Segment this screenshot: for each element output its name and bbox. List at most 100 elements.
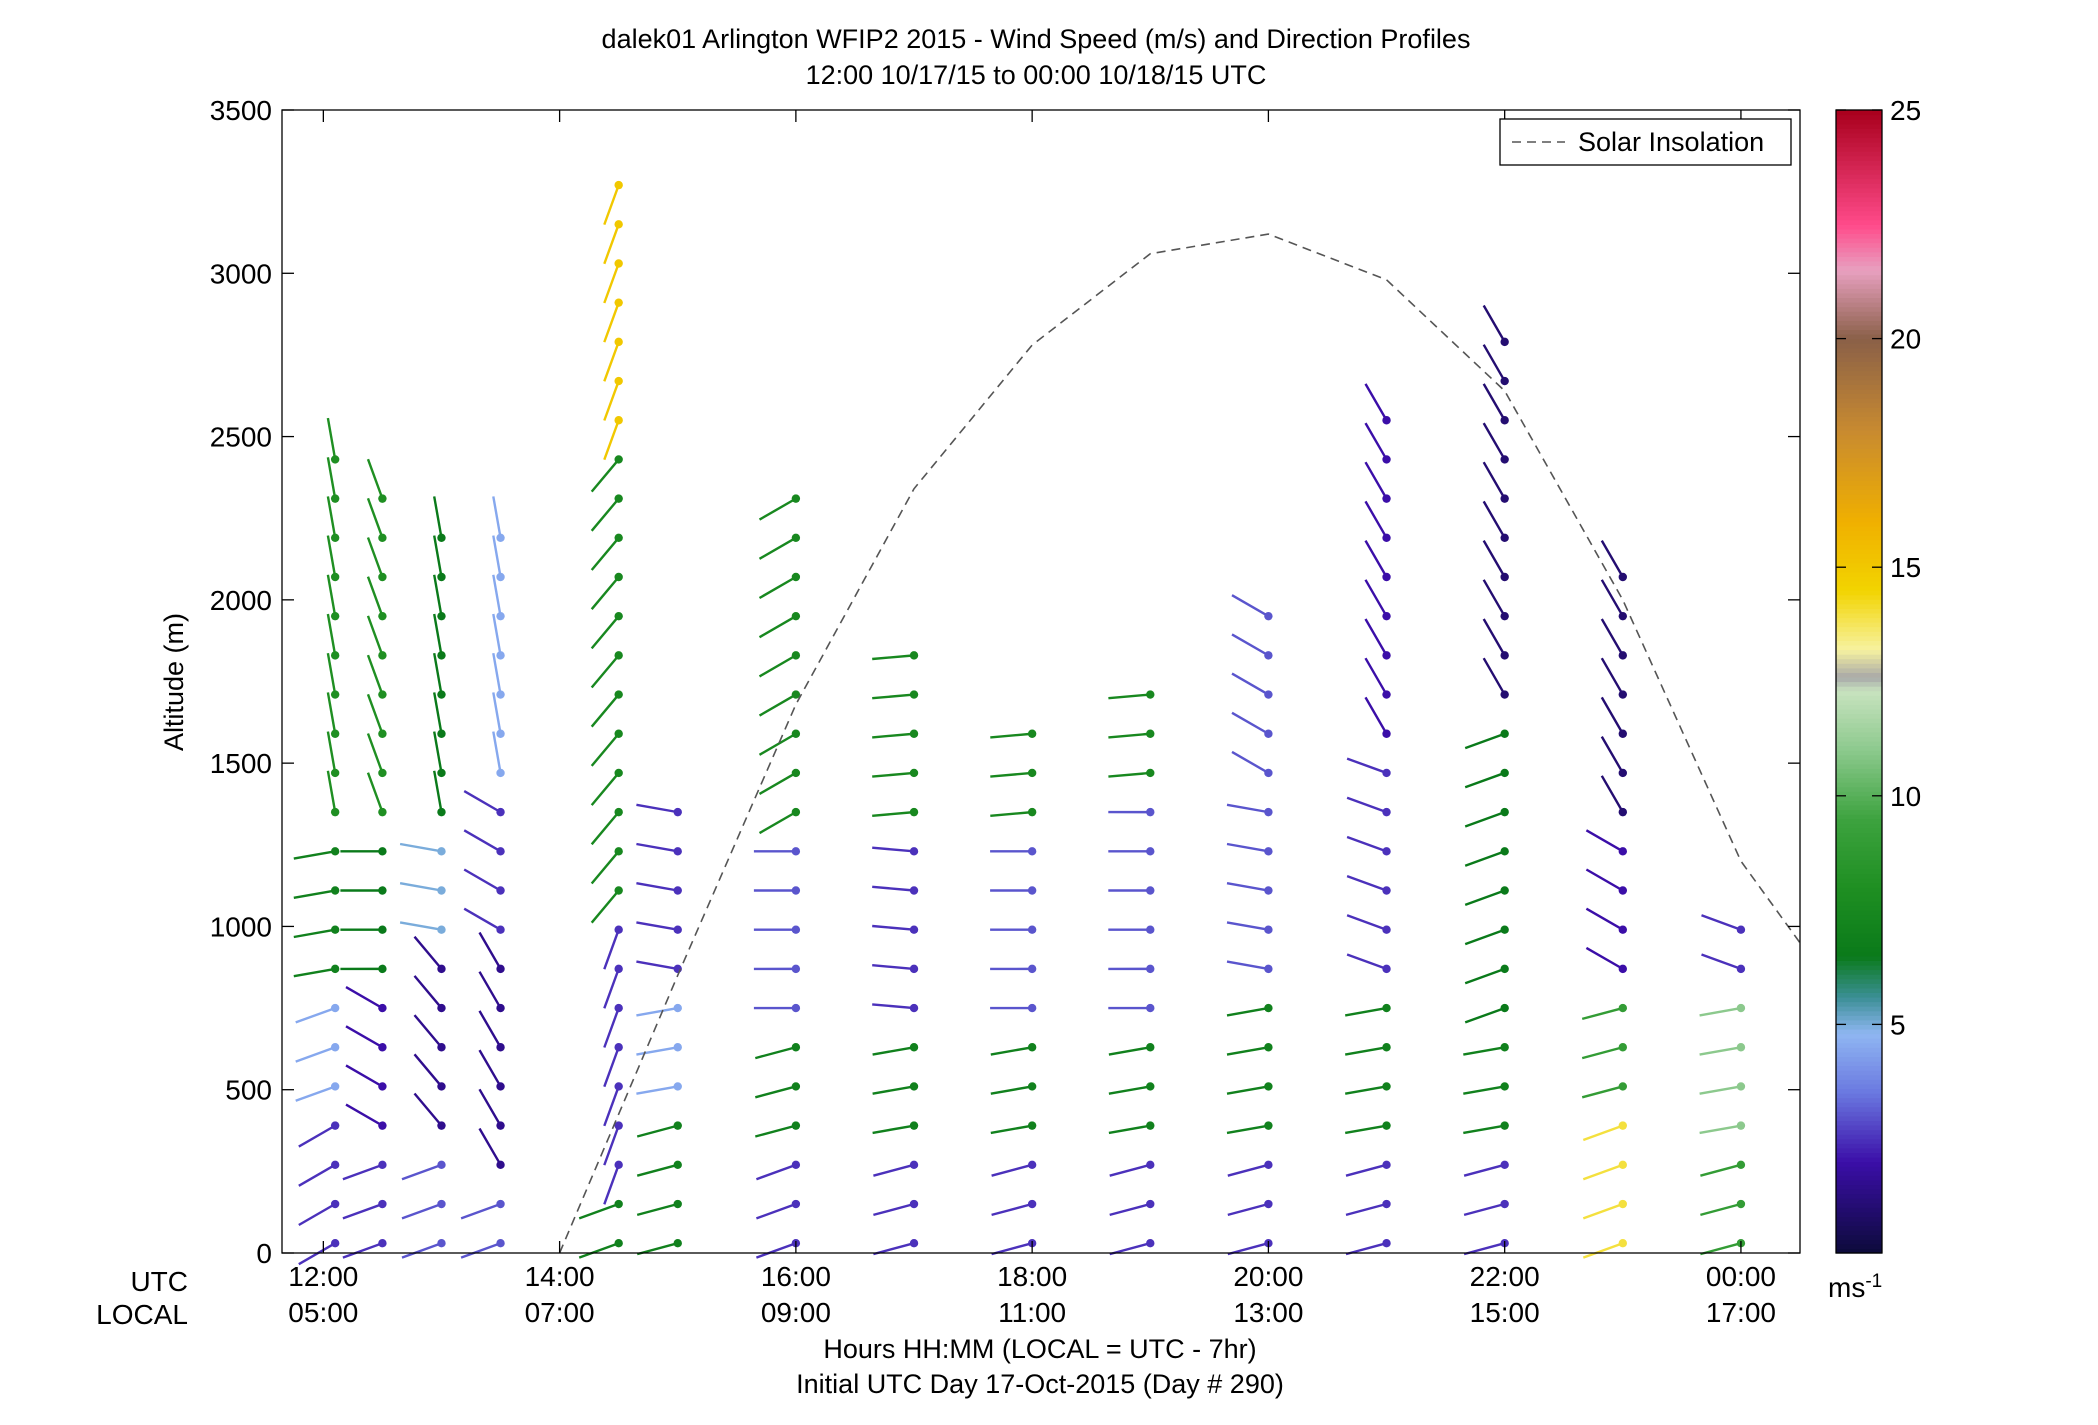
wind-barb-staff [590,693,620,728]
colorbar-band [1836,1010,1882,1016]
colorbar-band [1836,178,1882,184]
wind-barb-dot [614,259,623,268]
wind-barb-staff [1464,889,1506,907]
wind-barb-staff [873,1242,915,1256]
colorbar-band [1836,1230,1882,1236]
wind-barb-dot [1382,1003,1391,1013]
colorbar-band [1836,823,1882,829]
wind-barb-staff [636,960,678,971]
wind-barb-dot [1736,1082,1746,1091]
colorbar-band [1836,260,1882,267]
wind-barb-staff [326,770,337,813]
wind-barb-staff [1482,540,1506,578]
wind-barb-dot [1146,847,1155,856]
colorbar-band [1836,384,1882,390]
wind-barb-dot [909,1199,919,1209]
wind-barb-staff [1464,771,1506,789]
wind-barb-staff [401,1163,442,1181]
wind-barb-staff [1582,1202,1624,1220]
wind-barb-staff [413,1014,443,1049]
wind-barb-staff [1108,1085,1151,1095]
wind-barb-staff [293,850,336,860]
wind-barb-dot [378,768,387,778]
colorbar-band [1836,704,1882,710]
wind-barb-dot [909,651,919,660]
colorbar-band [1836,160,1882,166]
wind-barb-staff [1600,579,1624,617]
colorbar-band [1836,919,1882,925]
colorbar-band [1836,635,1882,641]
wind-barb-dot [330,925,340,934]
wind-barb-dot [1027,1003,1037,1013]
colorbar-band [1836,932,1882,939]
colorbar-band [1836,1175,1882,1181]
wind-barb-staff [1582,1242,1624,1259]
colorbar-band [1836,855,1882,861]
colorbar-band [1836,1143,1882,1149]
wind-barb-dot [496,807,505,817]
wind-barb-staff [1482,422,1506,461]
wind-barb-staff [590,850,620,885]
wind-barb-staff [636,842,678,853]
wind-barb-dot [1382,1199,1391,1209]
wind-barb-staff [1344,1046,1387,1056]
wind-barb-dot [378,690,387,699]
wind-barb-dot [909,1239,919,1248]
wind-barb-dot [791,1043,801,1052]
wind-barb-staff [399,842,442,853]
wind-barb-dot [1736,1160,1746,1170]
wind-barb-staff [1699,1085,1742,1095]
wind-barb-dot [1146,729,1155,738]
chart-title: dalek01 Arlington WFIP2 2015 - Wind Spee… [602,24,1471,54]
colorbar-band [1836,224,1882,230]
wind-barb-staff [1108,1124,1151,1135]
colorbar-band [1836,759,1882,765]
colorbar-band [1836,964,1882,971]
colorbar-band [1836,1211,1882,1218]
colorbar-band [1836,832,1882,838]
y-tick-label: 2000 [210,585,272,616]
colorbar-band [1836,1138,1882,1144]
colorbar-band [1836,992,1882,998]
wind-barb-dot [1618,729,1628,738]
wind-barb-staff [492,613,502,656]
colorbar-band [1836,356,1882,363]
wind-barb-staff [1345,1242,1387,1256]
wind-barb-staff [758,654,797,678]
wind-barb-dot [437,533,446,543]
wind-barb-staff [1226,882,1269,892]
wind-barb-dot [1264,964,1273,974]
wind-barb-dot [614,807,623,817]
wind-barb-dot [614,768,623,778]
colorbar-band [1836,1060,1882,1067]
wind-barb-staff [1364,657,1388,696]
colorbar-band [1836,370,1882,376]
colorbar-band [1836,1216,1882,1222]
wind-barb-dot [1618,1121,1628,1130]
wind-barb-dot [496,611,505,621]
colorbar-tick-label: 5 [1890,1009,1906,1040]
wind-barb-dot [1146,1239,1155,1248]
colorbar-band [1836,210,1882,216]
wind-barb-dot [673,1199,682,1209]
colorbar-tick-label: 25 [1890,95,1921,126]
wind-barb-staff [298,1242,336,1266]
wind-barb-staff [1582,1163,1624,1181]
colorbar-band [1836,772,1882,779]
colorbar-band [1836,334,1882,340]
wind-barb-dot [1264,807,1273,817]
wind-barb-staff [345,1025,384,1049]
wind-barb-dot [378,651,387,660]
wind-barb-dot [1146,1121,1155,1130]
legend-label-solar-insolation: Solar Insolation [1578,127,1764,157]
wind-barb-staff [636,1046,678,1056]
wind-barb-dot [1618,690,1628,699]
colorbar-band [1836,553,1882,559]
wind-barb-staff [590,654,620,689]
colorbar-band [1836,233,1882,239]
wind-barb-staff [1600,775,1624,813]
colorbar-ticks: 5 10 15 20 25 [1836,95,1921,1040]
wind-barb-staff [1464,732,1506,750]
wind-barb-dot [1382,494,1391,503]
